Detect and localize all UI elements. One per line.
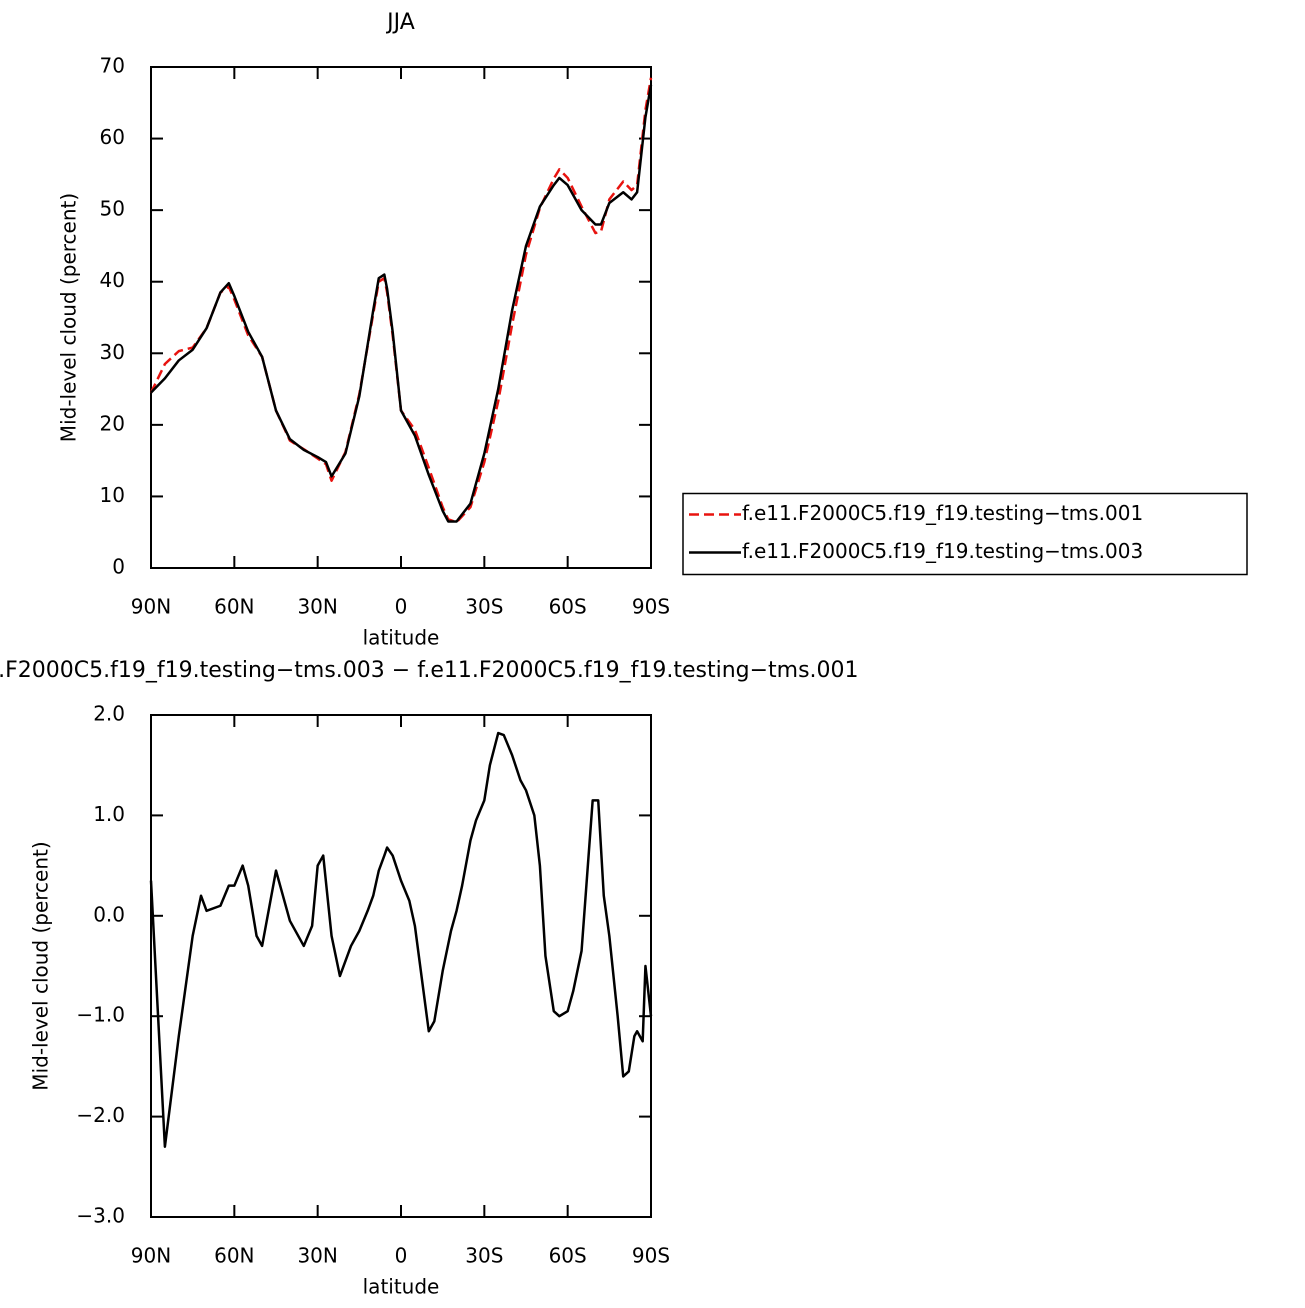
x-tick-label: 30N <box>297 595 337 619</box>
plot-frame <box>150 714 652 1218</box>
data-line <box>149 731 653 1148</box>
y-tick-label: 1.0 <box>93 802 125 826</box>
legend-label: f.e11.F2000C5.f19_f19.testing−tms.003 <box>742 539 1143 563</box>
x-tick-label: 90S <box>632 595 670 619</box>
y-tick-label: 30 <box>100 340 125 364</box>
y-tick-label: 0 <box>112 555 125 579</box>
y-tick-label: 50 <box>100 197 125 221</box>
x-tick-label: 60N <box>214 595 254 619</box>
y-tick-label: 0.0 <box>93 902 125 926</box>
x-tick-label: 30S <box>465 595 503 619</box>
y-tick-label: 70 <box>100 54 125 78</box>
x-axis-label: latitude <box>363 1275 440 1299</box>
chart-title: f.e11.F2000C5.f19_f19.testing−tms.003 − … <box>0 658 859 683</box>
y-tick-label: 2.0 <box>93 702 125 726</box>
x-tick-label: 0 <box>395 595 408 619</box>
legend-label: f.e11.F2000C5.f19_f19.testing−tms.001 <box>742 501 1143 525</box>
y-tick-label: 60 <box>100 125 125 149</box>
x-tick-label: 90S <box>632 1244 670 1268</box>
x-tick-label: 60S <box>549 1244 587 1268</box>
y-tick-label: −1.0 <box>76 1003 125 1027</box>
y-tick-label: −3.0 <box>76 1204 125 1228</box>
x-tick-label: 90N <box>131 1244 171 1268</box>
chart-title: JJA <box>385 10 415 35</box>
data-line <box>149 77 653 524</box>
y-axis-label: Mid-level cloud (percent) <box>57 193 81 442</box>
x-tick-label: 60N <box>214 1244 254 1268</box>
x-tick-label: 90N <box>131 595 171 619</box>
y-tick-label: 40 <box>100 268 125 292</box>
y-tick-label: 20 <box>100 411 125 435</box>
y-tick-label: −2.0 <box>76 1103 125 1127</box>
x-axis-label: latitude <box>363 626 440 650</box>
x-tick-label: 0 <box>395 1244 408 1268</box>
x-tick-label: 30S <box>465 1244 503 1268</box>
x-tick-label: 60S <box>549 595 587 619</box>
y-axis-label: Mid-level cloud (percent) <box>29 841 53 1090</box>
data-line <box>150 84 653 523</box>
y-tick-label: 10 <box>100 483 125 507</box>
legend-box <box>682 492 1248 576</box>
plot-frame <box>150 66 652 569</box>
x-tick-label: 30N <box>297 1244 337 1268</box>
